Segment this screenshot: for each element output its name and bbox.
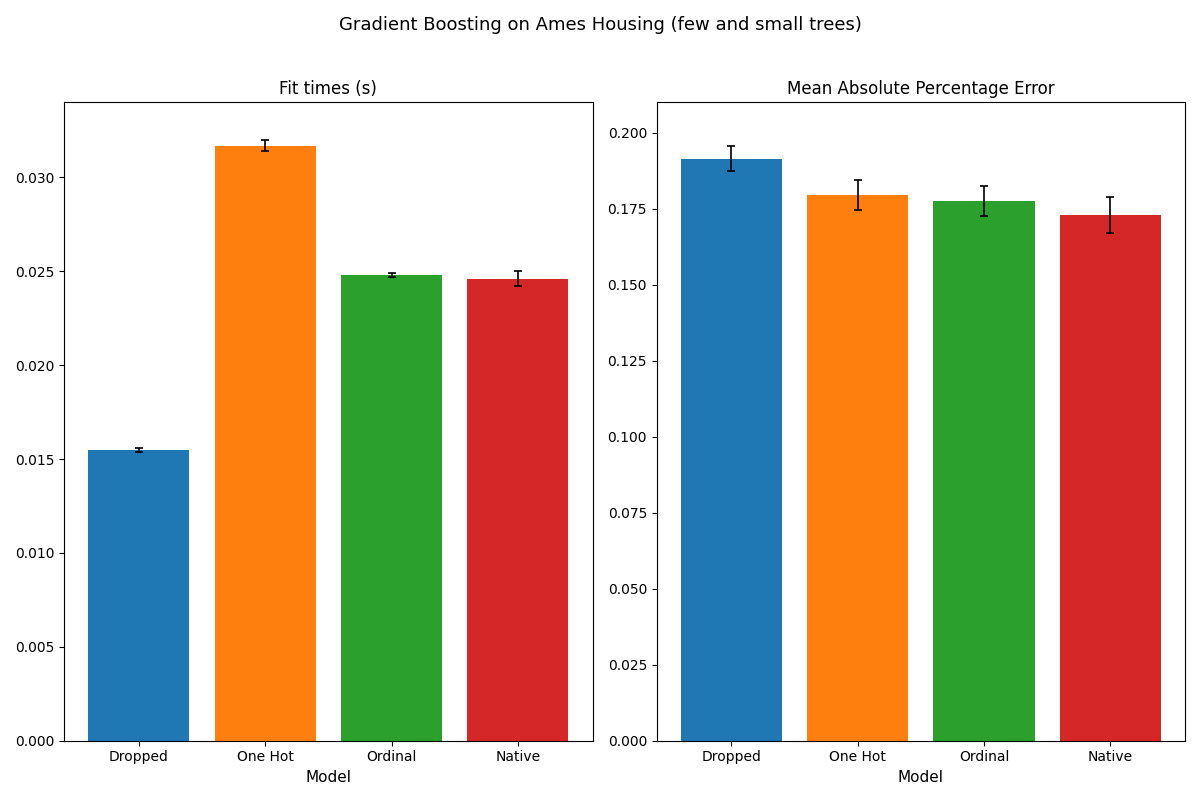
Bar	[467, 279, 569, 741]
Bar	[934, 201, 1034, 741]
Bar	[341, 275, 442, 741]
X-axis label: Model: Model	[898, 770, 944, 785]
Bar	[808, 195, 908, 741]
Bar	[680, 158, 782, 741]
Bar	[215, 146, 316, 741]
Text: Gradient Boosting on Ames Housing (few and small trees): Gradient Boosting on Ames Housing (few a…	[338, 16, 862, 34]
Title: Mean Absolute Percentage Error: Mean Absolute Percentage Error	[787, 80, 1055, 98]
Title: Fit times (s): Fit times (s)	[280, 80, 377, 98]
X-axis label: Model: Model	[305, 770, 352, 785]
Bar	[89, 450, 190, 741]
Bar	[1060, 215, 1160, 741]
